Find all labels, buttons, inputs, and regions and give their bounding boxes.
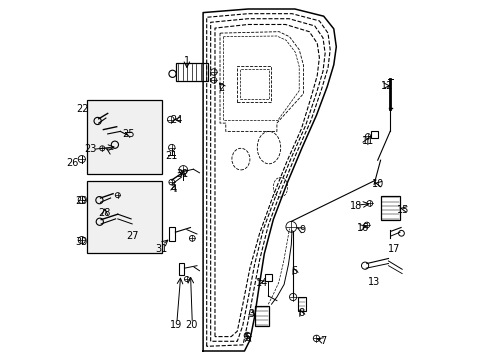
Text: 16: 16 xyxy=(356,222,368,233)
Text: 6: 6 xyxy=(290,266,297,276)
Text: 21: 21 xyxy=(165,150,178,161)
Bar xyxy=(87,181,162,253)
Bar xyxy=(370,131,378,138)
Bar xyxy=(168,227,175,241)
Text: 30: 30 xyxy=(76,237,88,247)
Text: 1: 1 xyxy=(183,56,189,66)
Text: 14: 14 xyxy=(255,278,267,288)
Text: 9: 9 xyxy=(299,225,305,235)
Text: 12: 12 xyxy=(380,81,392,91)
Text: 19: 19 xyxy=(170,320,182,330)
Bar xyxy=(381,196,399,220)
Text: 18: 18 xyxy=(349,201,362,211)
Text: 2: 2 xyxy=(218,83,224,93)
Text: 4: 4 xyxy=(170,184,176,194)
Text: 7: 7 xyxy=(319,336,325,346)
Text: 17: 17 xyxy=(387,244,399,254)
Bar xyxy=(176,63,208,81)
Text: 20: 20 xyxy=(184,320,197,330)
Text: 22: 22 xyxy=(76,104,88,114)
Bar xyxy=(297,297,305,311)
Text: 31: 31 xyxy=(155,244,167,254)
Text: 8: 8 xyxy=(298,308,304,318)
Bar xyxy=(87,100,162,174)
Text: 10: 10 xyxy=(371,179,384,189)
Bar xyxy=(264,274,271,281)
Bar xyxy=(179,263,184,275)
Text: 28: 28 xyxy=(99,208,111,218)
Text: 5: 5 xyxy=(244,333,250,343)
Text: 13: 13 xyxy=(367,276,380,287)
Text: 27: 27 xyxy=(126,231,138,241)
Text: 3: 3 xyxy=(248,309,254,319)
Text: 25: 25 xyxy=(122,129,135,139)
Bar xyxy=(237,66,271,102)
Text: 15: 15 xyxy=(396,204,408,215)
Text: 32: 32 xyxy=(176,168,188,179)
Text: 11: 11 xyxy=(361,136,373,146)
Bar xyxy=(255,306,268,326)
Text: 24: 24 xyxy=(169,114,182,125)
Text: 23: 23 xyxy=(84,144,97,154)
Text: 26: 26 xyxy=(66,158,79,168)
Text: 29: 29 xyxy=(76,196,88,206)
Bar xyxy=(239,69,269,99)
